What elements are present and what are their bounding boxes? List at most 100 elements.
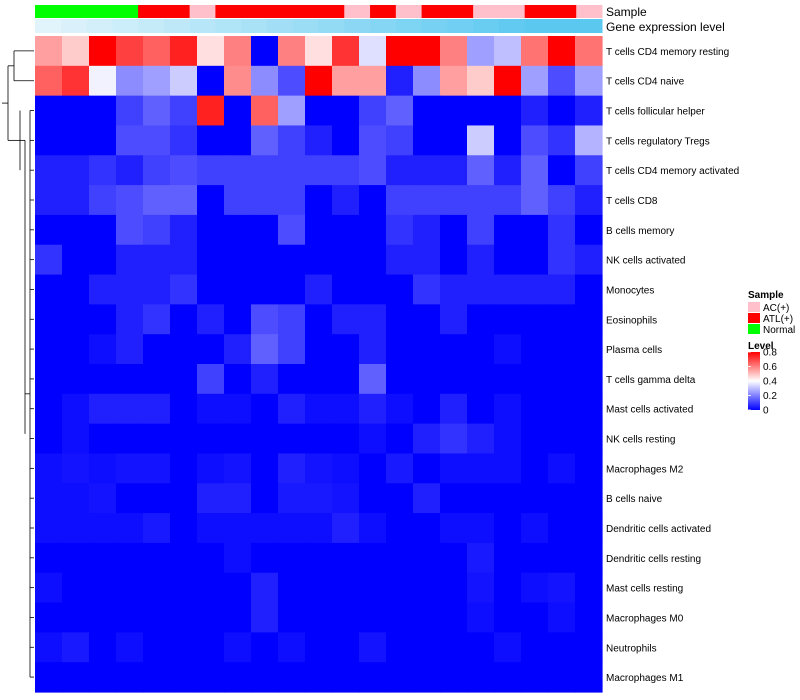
heatmap-cell bbox=[467, 36, 495, 67]
expression-annotation-cell bbox=[395, 19, 423, 33]
heatmap-cell bbox=[386, 364, 414, 395]
heatmap-cell bbox=[278, 214, 306, 246]
heatmap-cell bbox=[62, 423, 90, 455]
heatmap-cell bbox=[575, 453, 603, 484]
heatmap-cell bbox=[521, 334, 549, 365]
heatmap-cell bbox=[332, 185, 360, 216]
heatmap-cell bbox=[89, 393, 117, 425]
heatmap-cell bbox=[116, 453, 144, 484]
expression-annotation-cell bbox=[35, 19, 62, 33]
heatmap-cell bbox=[548, 65, 576, 97]
heatmap-cell bbox=[548, 304, 576, 335]
sample-annotation-cell bbox=[395, 5, 423, 18]
heatmap-cell bbox=[494, 602, 522, 633]
heatmap-cell bbox=[548, 483, 576, 514]
heatmap-cell bbox=[62, 632, 90, 663]
heatmap-cell bbox=[575, 572, 603, 604]
heatmap-cell bbox=[548, 36, 576, 67]
heatmap-cell bbox=[170, 542, 198, 574]
heatmap-cell bbox=[143, 274, 171, 305]
row-label: B cells naive bbox=[606, 494, 663, 505]
heatmap-cell bbox=[170, 662, 198, 693]
heatmap-cell bbox=[548, 334, 576, 365]
row-label: T cells follicular helper bbox=[606, 107, 705, 118]
heatmap-cell bbox=[251, 304, 279, 335]
heatmap-cell bbox=[116, 214, 144, 246]
heatmap-cell bbox=[278, 423, 306, 455]
heatmap-cell bbox=[116, 155, 144, 186]
heatmap-cell bbox=[143, 334, 171, 365]
heatmap-cell bbox=[116, 483, 144, 514]
heatmap-cell bbox=[116, 304, 144, 335]
heatmap-cell bbox=[359, 542, 387, 574]
heatmap-cell bbox=[197, 542, 225, 574]
heatmap-cell bbox=[413, 274, 441, 305]
expression-annotation-cell bbox=[370, 19, 397, 33]
heatmap-cell bbox=[89, 602, 117, 633]
heatmap-cell bbox=[35, 393, 63, 425]
heatmap-cell bbox=[467, 632, 495, 663]
heatmap-cell bbox=[62, 572, 90, 604]
row-label: Dendritic cells activated bbox=[606, 524, 711, 535]
legend-level-ticks: 0.8 0.6 0.4 0.2 0 bbox=[748, 348, 777, 417]
heatmap-cell bbox=[116, 334, 144, 365]
heatmap-cell bbox=[116, 572, 144, 604]
heatmap-cell bbox=[143, 483, 171, 514]
heatmap-cell bbox=[359, 244, 387, 276]
heatmap-cell bbox=[467, 214, 495, 246]
heatmap-cell bbox=[62, 453, 90, 484]
heatmap-cell bbox=[35, 453, 63, 484]
heatmap-cell bbox=[116, 95, 144, 127]
heatmap-cell bbox=[386, 572, 414, 604]
heatmap-cell bbox=[521, 36, 549, 67]
expression-annotation-cell bbox=[447, 19, 474, 33]
heatmap-cell bbox=[386, 602, 414, 633]
heatmap-cell bbox=[494, 274, 522, 305]
heatmap-cell bbox=[305, 125, 333, 156]
heatmap-cell bbox=[116, 542, 144, 574]
heatmap-cell bbox=[62, 274, 90, 305]
heatmap-cell bbox=[224, 453, 252, 484]
heatmap-cell bbox=[305, 423, 333, 455]
heatmap-cell bbox=[332, 602, 360, 633]
column-annotations bbox=[35, 5, 603, 33]
heatmap-cell bbox=[143, 632, 171, 663]
heatmap-cell bbox=[62, 214, 90, 246]
heatmap-cell bbox=[575, 602, 603, 633]
heatmap-cell bbox=[170, 513, 198, 544]
heatmap-cell bbox=[116, 393, 144, 425]
heatmap-cell bbox=[548, 393, 576, 425]
heatmap-cell bbox=[440, 393, 468, 425]
heatmap-cell bbox=[575, 95, 603, 127]
heatmap-cell bbox=[197, 95, 225, 127]
heatmap-cell bbox=[548, 662, 576, 693]
heatmap-cell bbox=[89, 513, 117, 544]
heatmap-cell bbox=[386, 304, 414, 335]
heatmap-cell bbox=[494, 155, 522, 186]
heatmap-cell bbox=[359, 125, 387, 156]
heatmap-cell bbox=[494, 453, 522, 484]
heatmap-cell bbox=[35, 185, 63, 216]
heatmap-cell bbox=[278, 483, 306, 514]
heatmap-cell bbox=[35, 304, 63, 335]
heatmap-cell bbox=[89, 453, 117, 484]
heatmap-cell bbox=[170, 483, 198, 514]
heatmap-cell bbox=[521, 244, 549, 276]
legend-swatch bbox=[748, 324, 760, 334]
heatmap-cell bbox=[332, 155, 360, 186]
heatmap-cell bbox=[521, 483, 549, 514]
heatmap-cell bbox=[440, 542, 468, 574]
heatmap-cell bbox=[278, 453, 306, 484]
heatmap-cell bbox=[197, 662, 225, 693]
heatmap-cell bbox=[332, 632, 360, 663]
heatmap-cell bbox=[521, 423, 549, 455]
heatmap-cell bbox=[143, 364, 171, 395]
heatmap-cell bbox=[305, 214, 333, 246]
heatmap-cell bbox=[359, 453, 387, 484]
heatmap-cell bbox=[359, 334, 387, 365]
heatmap-cell bbox=[548, 125, 576, 156]
expression-annotation-cell bbox=[138, 19, 165, 33]
heatmap-cell bbox=[35, 95, 63, 127]
heatmap-cell bbox=[521, 602, 549, 633]
expression-annotation-cell bbox=[241, 19, 268, 33]
